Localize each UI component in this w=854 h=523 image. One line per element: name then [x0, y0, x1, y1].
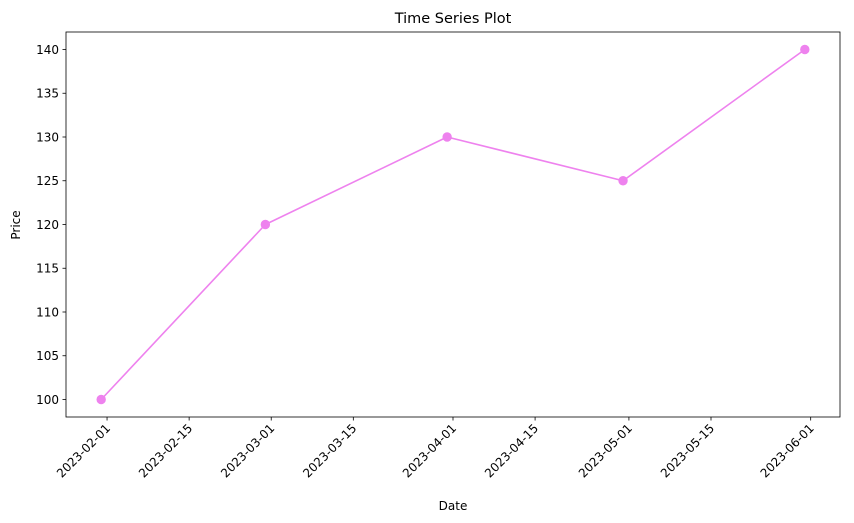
x-tick-label: 2023-04-15: [482, 421, 541, 480]
x-tick-label: 2023-03-01: [218, 421, 277, 480]
x-tick-label: 2023-05-01: [576, 421, 635, 480]
x-tick-label: 2023-03-15: [300, 421, 359, 480]
x-tick-label: 2023-05-15: [658, 421, 717, 480]
y-tick-label: 135: [36, 87, 59, 101]
y-tick-label: 125: [36, 174, 59, 188]
x-tick-label: 2023-02-15: [136, 421, 195, 480]
y-axis-label: Price: [9, 210, 23, 239]
y-tick-label: 105: [36, 349, 59, 363]
y-tick-label: 110: [36, 305, 59, 319]
data-point: [442, 132, 452, 142]
series-line: [100, 48, 806, 401]
data-point: [618, 176, 628, 186]
y-tick-label: 130: [36, 130, 59, 144]
data-point: [260, 219, 271, 230]
chart-title: Time Series Plot: [394, 11, 512, 27]
data-point: [800, 44, 810, 55]
y-tick-label: 120: [36, 218, 59, 232]
y-tick-label: 115: [36, 262, 59, 276]
data-point: [96, 394, 106, 405]
x-tick-label: 2023-02-01: [54, 421, 113, 480]
x-tick-label: 2023-04-01: [400, 421, 459, 480]
y-tick-label: 100: [36, 393, 59, 407]
plot-frame: [65, 31, 841, 418]
x-axis-label: Date: [439, 499, 468, 513]
x-tick-label: 2023-06-01: [758, 421, 817, 480]
y-tick-label: 140: [36, 43, 59, 57]
